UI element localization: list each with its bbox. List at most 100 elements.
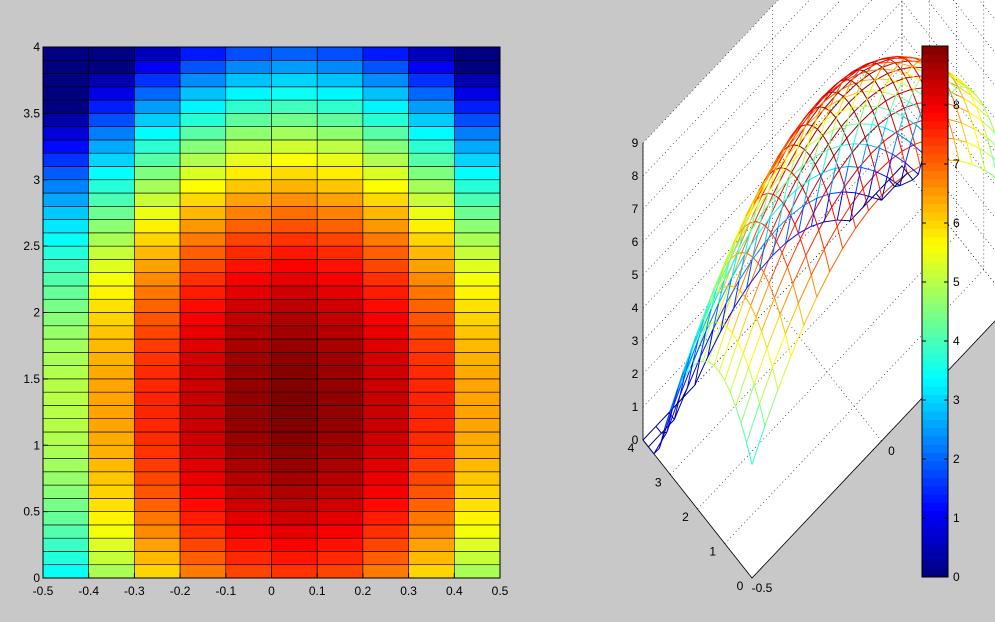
- mesh-line: [848, 166, 862, 168]
- colorbar-segment: [922, 211, 948, 221]
- mesh-line: [863, 70, 870, 75]
- colorbar-segment: [922, 369, 948, 379]
- pcolor-cell: [408, 272, 455, 287]
- pcolor-cell: [271, 99, 318, 114]
- pcolor-cell: [88, 524, 135, 539]
- pcolor-cell: [225, 59, 272, 74]
- pcolor-cell: [88, 498, 135, 512]
- mesh-line: [653, 447, 660, 455]
- mesh-line: [875, 179, 890, 194]
- y-tick-label: 1: [33, 438, 40, 452]
- mesh-line: [666, 395, 681, 433]
- mesh-line: [729, 242, 736, 261]
- pcolor-cell: [88, 405, 135, 419]
- mesh-line: [884, 110, 891, 129]
- pcolor-cell: [362, 219, 409, 234]
- pcolor-cell: [88, 139, 135, 154]
- mesh-line: [847, 71, 854, 77]
- mesh-line: [855, 167, 862, 193]
- mesh-line: [736, 234, 743, 256]
- mesh-line: [948, 75, 955, 77]
- mesh-line: [779, 283, 794, 315]
- mesh-line: [952, 77, 966, 87]
- mesh-line: [868, 195, 882, 201]
- pcolor-cell: [362, 126, 409, 141]
- mesh-line: [760, 179, 767, 195]
- mesh-line: [910, 125, 917, 143]
- mesh-line: [766, 314, 781, 349]
- pcolor-cell: [271, 352, 318, 366]
- pcolor-cell: [134, 259, 181, 273]
- colorbar-segment: [922, 137, 948, 147]
- mesh-line: [769, 169, 776, 175]
- pcolor-cell: [408, 113, 455, 127]
- mesh-line: [875, 78, 889, 81]
- colorbar-segment: [922, 460, 948, 470]
- mesh-line: [826, 91, 833, 95]
- pcolor-cell: [42, 391, 90, 406]
- pcolor-cell: [316, 312, 364, 327]
- colorbar-segment: [922, 402, 948, 412]
- mesh-line: [814, 143, 829, 165]
- colorbar-segment: [922, 112, 948, 122]
- mesh-line: [776, 241, 783, 254]
- pcolor-cell: [225, 338, 272, 353]
- mesh-line: [716, 271, 723, 289]
- mesh-line: [893, 69, 907, 75]
- mesh-line: [760, 173, 775, 195]
- pcolor-cell: [453, 471, 501, 486]
- mesh-line: [890, 107, 905, 116]
- mesh-line: [779, 314, 786, 335]
- pcolor-cell: [453, 537, 501, 552]
- mesh-line: [708, 287, 716, 303]
- mesh-line: [851, 152, 859, 170]
- pcolor-cell: [271, 312, 318, 327]
- mesh-line: [898, 88, 912, 95]
- mesh-line: [823, 91, 837, 103]
- pcolor-cell: [408, 511, 455, 526]
- pcolor-cell: [408, 365, 455, 380]
- mesh-line: [796, 179, 810, 191]
- mesh-line: [733, 253, 748, 288]
- mesh-line: [803, 296, 818, 326]
- mesh-line: [751, 425, 766, 465]
- pcolor-cell: [42, 325, 90, 340]
- mesh-line: [733, 287, 748, 309]
- mesh-line: [970, 94, 985, 107]
- mesh-line: [855, 210, 869, 229]
- mesh-line: [771, 157, 778, 168]
- colorbar-segment: [922, 552, 948, 561]
- pcolor-cell: [408, 405, 455, 419]
- pcolor-cell: [271, 391, 318, 406]
- mesh-line: [694, 357, 701, 386]
- mesh-line: [655, 425, 662, 434]
- colorbar-segment: [922, 477, 948, 487]
- pcolor-cell: [453, 285, 501, 300]
- pcolor-cell: [316, 338, 364, 353]
- mesh-line: [755, 283, 770, 318]
- mesh-line: [746, 442, 753, 465]
- x-tick-label: -0.4: [78, 584, 99, 598]
- pcolor-cell: [316, 99, 364, 114]
- colorbar-segment: [922, 311, 948, 321]
- pcolor-cell: [134, 471, 181, 486]
- mesh-line: [791, 149, 805, 173]
- mesh-line: [868, 170, 875, 197]
- mesh-line: [951, 77, 959, 87]
- mesh-line: [764, 227, 779, 243]
- mesh-line: [840, 143, 854, 147]
- pcolor-cell: [179, 86, 227, 101]
- mesh-line: [884, 57, 890, 60]
- mesh-line: [737, 341, 744, 354]
- pcolor-cell: [88, 245, 135, 260]
- pcolor-cell: [225, 179, 272, 194]
- mesh-line: [772, 227, 779, 256]
- pcolor-cell: [362, 166, 409, 181]
- pcolor-cell: [408, 498, 455, 512]
- mesh-line: [810, 104, 817, 115]
- pcolor-cell: [453, 166, 501, 181]
- mesh-line: [761, 297, 775, 332]
- mesh-line: [733, 280, 740, 309]
- pcolor-cell: [179, 139, 227, 154]
- pcolor-cell: [271, 498, 318, 512]
